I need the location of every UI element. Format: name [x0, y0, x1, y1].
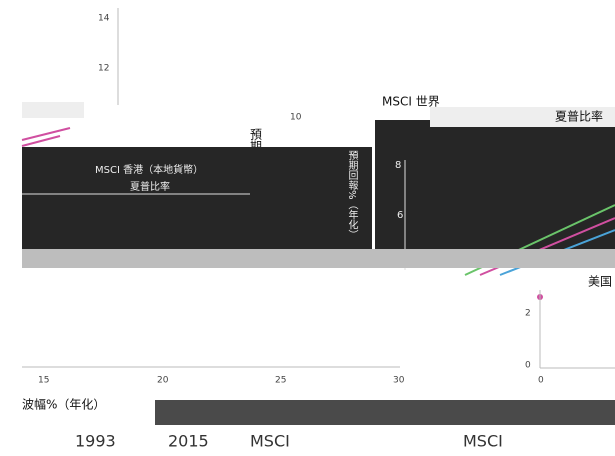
axis-title: 波幅%（年化）	[22, 397, 105, 412]
footer-text: MSCI	[463, 432, 503, 451]
tick-label: 25	[275, 376, 286, 386]
footer-text: 1993	[75, 432, 116, 451]
tick-label: 30	[393, 376, 405, 386]
footer-text: MSCI	[250, 432, 290, 451]
dark-panel	[375, 120, 615, 250]
gray-band	[22, 249, 615, 268]
series-line	[21, 135, 61, 147]
tick-label: 20	[157, 376, 169, 386]
metric-label: 夏普比率	[130, 180, 170, 193]
axis-title: 預期回報%（年化）	[346, 150, 358, 240]
series-label: 美国	[588, 275, 612, 289]
tick-label: 12	[98, 64, 109, 74]
tick-label: 2	[525, 309, 531, 319]
metric-label: 夏普比率	[555, 109, 603, 124]
tick-label: 0	[538, 376, 544, 386]
strip	[22, 102, 84, 118]
footer-text: 2015	[168, 432, 209, 451]
strip	[430, 107, 615, 127]
series-line	[21, 127, 71, 141]
series-label: MSCI 世界	[382, 95, 440, 109]
tick-label: 8	[395, 160, 401, 171]
tick-label: 0	[525, 361, 531, 371]
tick-label: 14	[98, 14, 110, 24]
series-label: MSCI 香港（本地貨幣）	[95, 163, 203, 176]
tick-label: 6	[397, 210, 403, 221]
dark-panel	[22, 147, 372, 249]
dark-bar	[155, 400, 615, 425]
tick-label: 10	[290, 113, 302, 123]
tick-label: 15	[38, 376, 49, 386]
